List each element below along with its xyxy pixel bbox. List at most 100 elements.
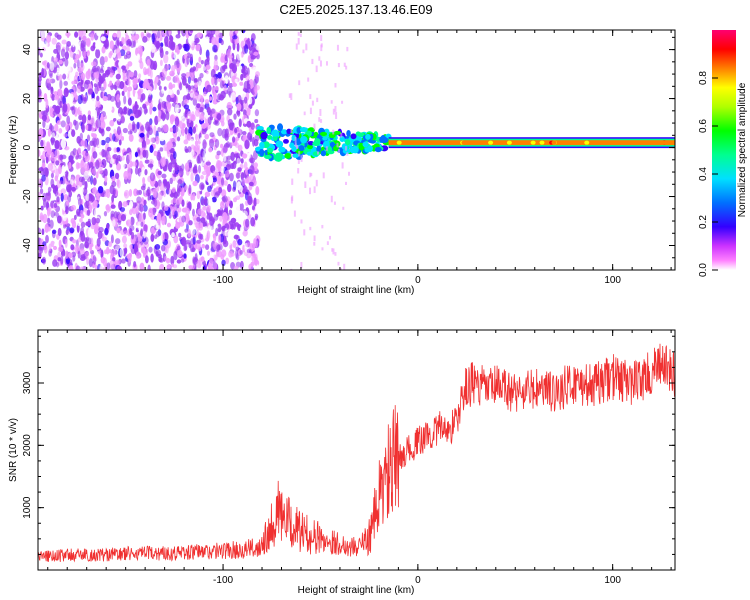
- heatmap-cell: [157, 191, 163, 201]
- heatmap-cell: [183, 104, 190, 110]
- heatmap-cell: [42, 213, 48, 224]
- heatmap-cell: [62, 95, 67, 105]
- heatmap-cell: [116, 126, 122, 135]
- heatmap-cell: [95, 159, 100, 170]
- heatmap-cell: [86, 50, 90, 56]
- heatmap-cell: [200, 198, 206, 206]
- heatmap-cell: [539, 140, 545, 145]
- heatmap-cell: [192, 126, 196, 134]
- heatmap-cell: [291, 195, 294, 201]
- heatmap-cell: [198, 56, 202, 63]
- heatmap-cell: [171, 232, 175, 238]
- heatmap-cell: [140, 221, 144, 227]
- heatmap-cell: [230, 217, 237, 224]
- heatmap-cell: [346, 129, 351, 137]
- heatmap-cell: [107, 154, 112, 162]
- heatmap-cell: [166, 264, 171, 269]
- heatmap-cell: [95, 171, 99, 179]
- heatmap-cell: [161, 68, 167, 78]
- heatmap-cell: [159, 96, 164, 103]
- heatmap-cell: [181, 73, 187, 78]
- heatmap-cell: [50, 137, 56, 143]
- heatmap-cell: [254, 119, 259, 124]
- heatmap-cell: [200, 256, 205, 262]
- heatmap-cell: [192, 92, 199, 100]
- heatmap-cell: [40, 205, 44, 211]
- heatmap-cell: [137, 78, 141, 83]
- heatmap-cell: [38, 227, 41, 234]
- heatmap-cell: [51, 229, 57, 234]
- heatmap-cell: [334, 252, 337, 256]
- heatmap-cell: [121, 65, 126, 71]
- heatmap-cell: [290, 93, 293, 100]
- heatmap-cell: [153, 60, 158, 71]
- heatmap-cell: [111, 175, 116, 181]
- heatmap-cell: [77, 94, 83, 105]
- heatmap-cell: [232, 180, 237, 191]
- heatmap-cell: [132, 40, 136, 48]
- heatmap-cell: [284, 152, 292, 159]
- heatmap-cell: [340, 132, 343, 138]
- heatmap-cell: [79, 230, 84, 236]
- snr-x-label: Height of straight line (km): [298, 585, 415, 596]
- heatmap-cell: [240, 158, 244, 164]
- heatmap-cell: [234, 127, 238, 134]
- heatmap-cell: [92, 199, 98, 209]
- heatmap-cell: [228, 209, 233, 216]
- heatmap-cell: [302, 49, 305, 54]
- heatmap-cell: [335, 112, 338, 119]
- heatmap-cell: [57, 88, 63, 97]
- heatmap-cell: [229, 30, 234, 38]
- heatmap-cell: [346, 152, 349, 156]
- heatmap-cell: [223, 152, 227, 162]
- spectrogram-axes: -100 0 100 -40 -20 0 20 40: [22, 30, 675, 286]
- heatmap-cell: [224, 170, 230, 178]
- heatmap-cell: [58, 239, 62, 248]
- heatmap-cell: [200, 175, 204, 180]
- heatmap-cell: [338, 148, 341, 153]
- heatmap-cell: [243, 96, 248, 104]
- heatmap-cell: [112, 257, 116, 262]
- heatmap-cell: [119, 247, 125, 258]
- heatmap-cell: [251, 205, 256, 211]
- spectrogram-x-label: Height of straight line (km): [298, 285, 415, 296]
- snr-y-label: SNR (10 * v/v): [8, 418, 19, 482]
- heatmap-cell: [206, 204, 211, 213]
- heatmap-cell: [87, 227, 92, 238]
- heatmap-cell: [211, 196, 217, 203]
- heatmap-cell: [97, 210, 101, 216]
- heatmap-cell: [87, 68, 91, 77]
- heatmap-cell: [291, 178, 294, 185]
- heatmap-cell: [104, 175, 108, 183]
- heatmap-cell: [126, 219, 132, 227]
- heatmap-cell: [198, 164, 201, 174]
- heatmap-cell: [209, 132, 215, 138]
- heatmap-cell: [205, 64, 211, 70]
- heatmap-cell: [151, 33, 155, 43]
- heatmap-cell: [196, 259, 202, 269]
- heatmap-cell: [202, 139, 207, 150]
- heatmap-cell: [341, 100, 344, 104]
- heatmap-cell: [241, 68, 246, 74]
- heatmap-cell: [343, 62, 346, 67]
- heatmap-cell: [46, 207, 51, 217]
- heatmap-cell: [212, 233, 216, 239]
- heatmap-cell: [176, 183, 181, 193]
- heatmap-cell: [117, 154, 122, 162]
- heatmap-cell: [182, 123, 186, 129]
- heatmap-cell: [116, 265, 123, 270]
- heatmap-cell: [250, 261, 255, 267]
- heatmap-cell: [172, 151, 177, 160]
- heatmap-cell: [122, 127, 128, 134]
- heatmap-cell: [139, 171, 145, 178]
- heatmap-cell: [103, 168, 108, 177]
- heatmap-cell: [246, 67, 250, 76]
- heatmap-cell: [253, 162, 259, 168]
- heatmap-cell: [38, 88, 42, 97]
- heatmap-cell: [213, 77, 218, 86]
- y-tick-label: 40: [22, 44, 33, 56]
- heatmap-cell: [322, 172, 325, 179]
- heatmap-cell: [157, 103, 162, 110]
- heatmap-cell: [159, 46, 164, 54]
- heatmap-cell: [230, 252, 235, 257]
